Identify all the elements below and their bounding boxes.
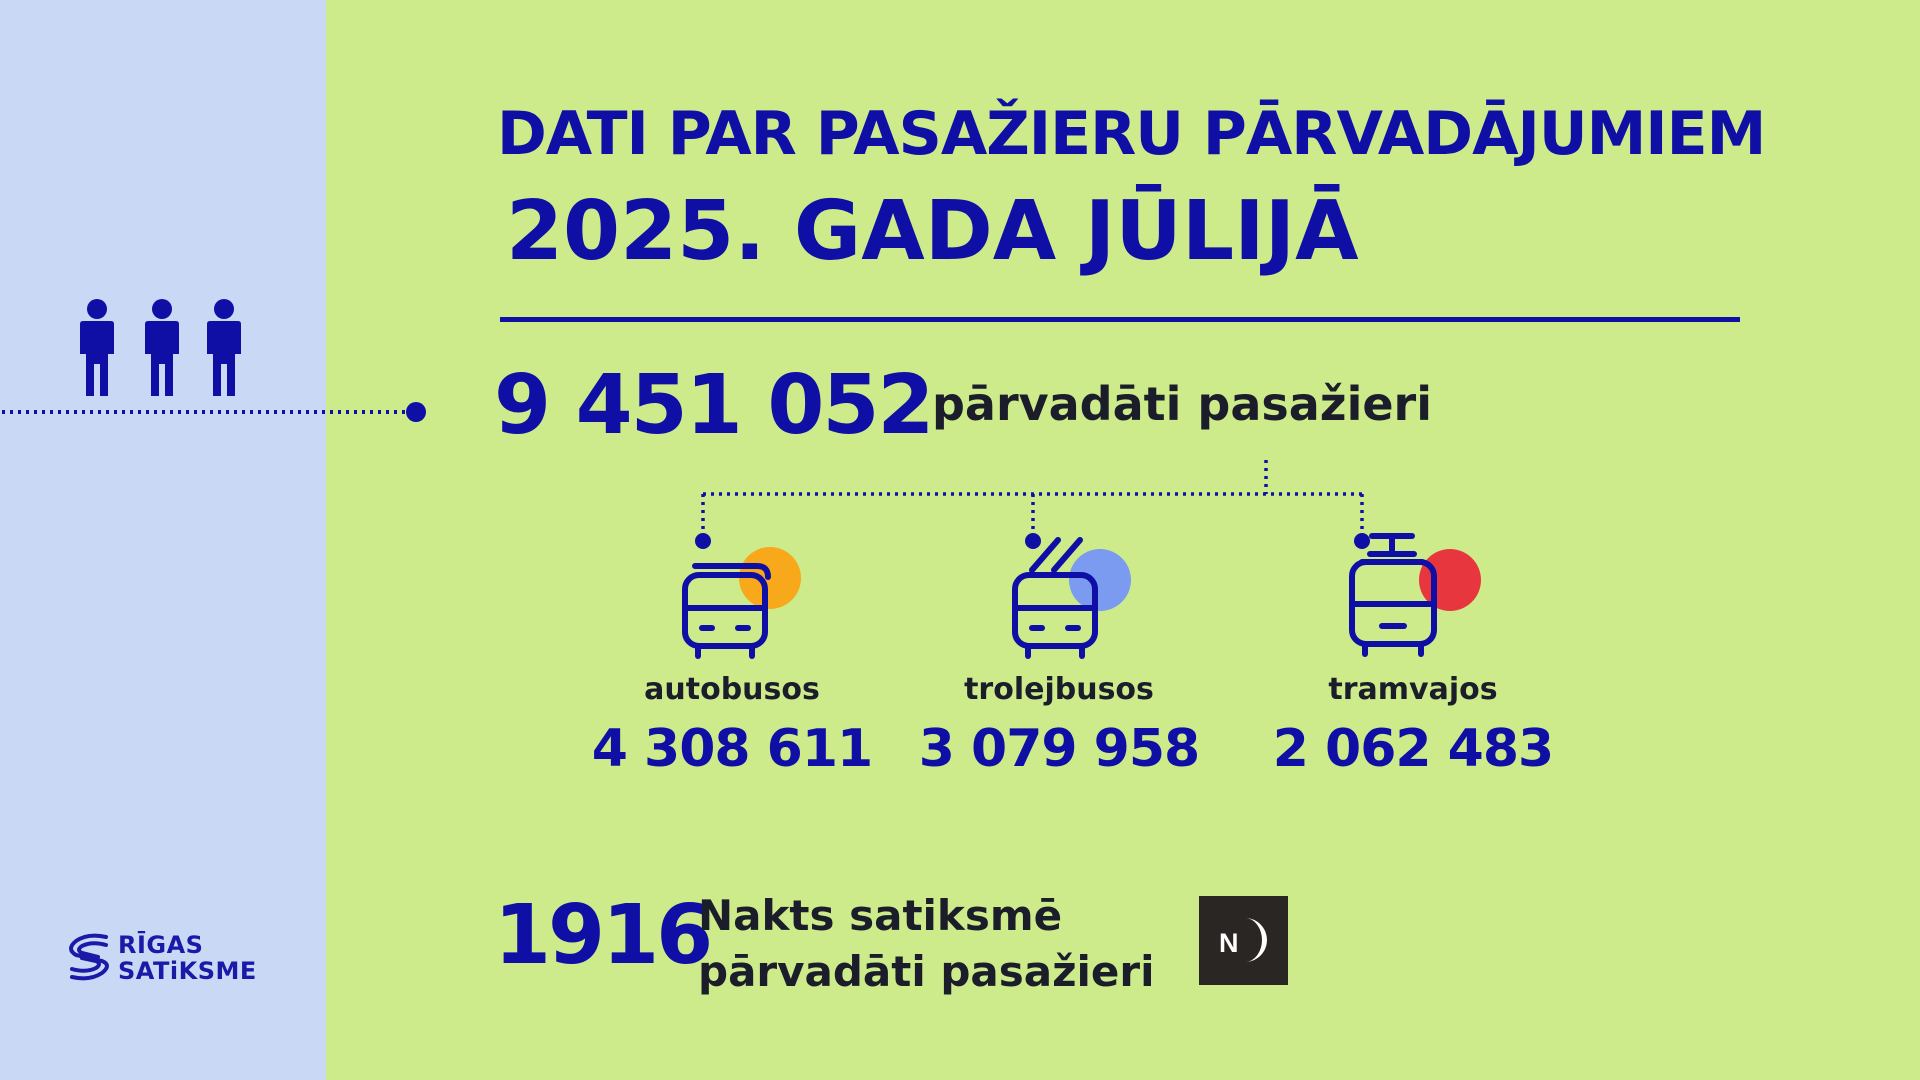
title-divider: [500, 317, 1740, 322]
left-panel: [0, 0, 326, 1080]
tram-icon: [1349, 533, 1481, 657]
page-title: DATI PAR PASAŽIERU PĀRVADĀJUMIEM: [497, 99, 1766, 169]
bus-icon: [682, 547, 801, 659]
person-icon: [207, 299, 241, 396]
vehicle-trolleybus-label: trolejbusos: [964, 672, 1154, 707]
vehicle-tram: tramvajos 2 062 483: [1253, 672, 1573, 779]
trolleybus-icon: [1012, 537, 1131, 659]
vehicle-bus: autobusos 4 308 611: [572, 672, 892, 779]
total-passengers-label: pārvadāti pasažieri: [932, 377, 1433, 431]
moon-icon: N: [1219, 918, 1267, 962]
night-passengers-label: Nakts satiksmē pārvadāti pasažieri: [698, 888, 1155, 1000]
rigas-satiksme-logo: [69, 933, 109, 981]
dotted-connector: [2, 402, 426, 422]
vehicle-tram-value: 2 062 483: [1272, 719, 1554, 779]
vehicle-bus-label: autobusos: [644, 672, 820, 707]
night-traffic-badge: N: [1199, 896, 1288, 985]
vehicle-trolleybus-value: 3 079 958: [918, 719, 1200, 779]
night-label-line1: Nakts satiksmē: [698, 891, 1063, 940]
logo-line2: SATiKSME: [118, 957, 257, 985]
night-passengers-value: 1916: [494, 888, 713, 983]
total-passengers-value: 9 451 052: [494, 358, 934, 453]
logo-text: RĪGAS SATiKSME: [118, 932, 257, 984]
person-icon: [145, 299, 179, 396]
vehicle-bus-value: 4 308 611: [591, 719, 873, 779]
vehicle-tram-label: tramvajos: [1328, 672, 1498, 707]
people-icon: [80, 299, 241, 396]
person-icon: [80, 299, 114, 396]
night-badge-letter: N: [1219, 928, 1239, 958]
page-subtitle: 2025. GADA JŪLIJĀ: [506, 184, 1359, 279]
vehicle-trolleybus: trolejbusos 3 079 958: [899, 672, 1219, 779]
logo-line1: RĪGAS: [118, 931, 204, 959]
night-label-line2: pārvadāti pasažieri: [698, 947, 1155, 996]
